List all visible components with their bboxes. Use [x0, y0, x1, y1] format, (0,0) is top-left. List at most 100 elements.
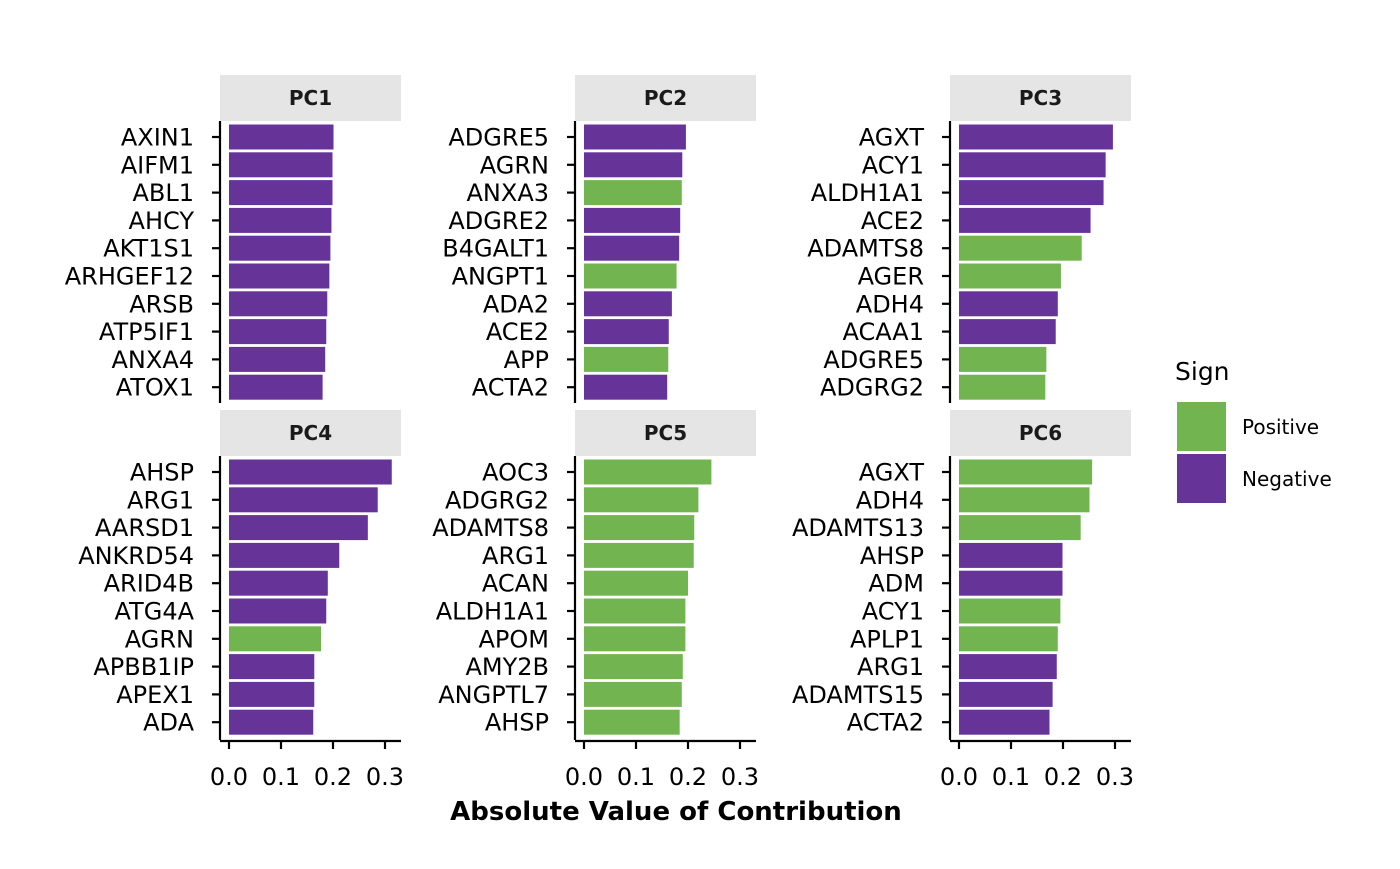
gene-label: ALDH1A1	[811, 179, 924, 207]
x-tick-label: 0.3	[1096, 763, 1134, 791]
gene-label: ACTA2	[847, 709, 924, 737]
bar-acy1	[959, 598, 1061, 624]
gene-label: ATP5IF1	[99, 318, 194, 346]
bar-ankrd54	[229, 542, 340, 568]
facet-strip-label: PC4	[289, 421, 332, 445]
gene-label: AGXT	[859, 124, 925, 152]
bar-atp5if1	[229, 319, 327, 345]
legend-label-positive: Positive	[1242, 415, 1319, 439]
bar-angptl7	[584, 681, 682, 707]
gene-label: APBB1IP	[93, 653, 194, 681]
gene-label: AGRN	[125, 625, 194, 653]
gene-label: ADAMTS8	[432, 514, 549, 542]
gene-label: AMY2B	[465, 653, 549, 681]
gene-label: AHCY	[129, 207, 195, 235]
gene-label: ARG1	[482, 542, 549, 570]
bar-agxt	[959, 459, 1093, 485]
bar-ahsp	[959, 542, 1063, 568]
bar-adm	[959, 570, 1063, 596]
facet-panel-pc3: PC3 AGXTACY1ALDH1A1ACE2ADAMTS8AGERADH4ACA…	[807, 75, 1131, 403]
gene-label: APP	[504, 346, 549, 374]
bar-acy1	[959, 152, 1106, 178]
gene-label: AGRN	[480, 151, 549, 179]
bar-ahsp	[584, 709, 680, 735]
bar-adgrg2	[584, 487, 699, 513]
gene-label: ANGPTL7	[438, 681, 549, 709]
bar-arsb	[229, 291, 328, 317]
gene-label: ADGRG2	[820, 374, 924, 402]
gene-label: ADGRE2	[448, 207, 549, 235]
bar-arhgef12	[229, 263, 330, 289]
bar-adamts8	[959, 235, 1082, 261]
bar-aplp1	[959, 626, 1058, 652]
bar-apex1	[229, 681, 315, 707]
bar-arid4b	[229, 570, 328, 596]
gene-label: AXIN1	[121, 124, 194, 152]
x-tick-label: 0.0	[210, 763, 248, 791]
bar-adgre2	[584, 207, 681, 233]
legend: Sign Positive Negative	[1175, 357, 1332, 503]
bar-apbb1ip	[229, 654, 315, 680]
bar-aoc3	[584, 459, 712, 485]
x-tick-label: 0.0	[565, 763, 603, 791]
gene-label: ANKRD54	[78, 542, 194, 570]
gene-label: ANXA4	[112, 346, 195, 374]
facet-strip	[220, 75, 401, 121]
gene-label: ACAA1	[842, 318, 924, 346]
facet-strip-label: PC6	[1019, 421, 1062, 445]
x-axis-title: Absolute Value of Contribution	[450, 797, 902, 827]
bar-anxa3	[584, 180, 682, 206]
facet-strip-label: PC5	[644, 421, 687, 445]
bar-adgre5	[959, 346, 1047, 372]
bar-angpt1	[584, 263, 677, 289]
bar-arg1	[584, 542, 694, 568]
facet-strip	[950, 410, 1131, 456]
bar-adamts13	[959, 515, 1081, 541]
bar-aifm1	[229, 152, 333, 178]
x-tick-label: 0.3	[721, 763, 759, 791]
bar-acan	[584, 570, 688, 596]
gene-label: ACTA2	[472, 374, 549, 402]
facet-strip	[575, 75, 756, 121]
x-tick-label: 0.0	[940, 763, 978, 791]
bar-ahsp	[229, 459, 392, 485]
x-tick-label: 0.2	[1044, 763, 1082, 791]
facet-strip-label: PC1	[289, 86, 332, 110]
gene-label: ADGRE5	[448, 124, 549, 152]
gene-label: ADM	[868, 570, 924, 598]
bar-b4galt1	[584, 235, 680, 261]
bar-arg1	[229, 487, 378, 513]
gene-label: APEX1	[116, 681, 194, 709]
bar-adamts8	[584, 515, 695, 541]
gene-label: AIFM1	[121, 151, 194, 179]
gene-label: AGER	[858, 263, 924, 291]
gene-label: ARG1	[857, 653, 924, 681]
bar-apom	[584, 626, 686, 652]
bar-aldh1a1	[584, 598, 686, 624]
facet-panel-pc2: PC2 ADGRE5AGRNANXA3ADGRE2B4GALT1ANGPT1ADA…	[442, 75, 756, 403]
bar-abl1	[229, 180, 333, 206]
gene-label: ATG4A	[115, 598, 195, 626]
facet-panel-pc6: PC6AGXTADH4ADAMTS13AHSPADMACY1APLP1ARG1A…	[792, 410, 1134, 791]
facet-strip-label: PC2	[644, 86, 687, 110]
bar-anxa4	[229, 346, 326, 372]
gene-label: ABL1	[132, 179, 194, 207]
bar-agrn	[584, 152, 683, 178]
gene-label: ADAMTS8	[807, 235, 924, 263]
bar-ace2	[584, 319, 669, 345]
gene-label: ANXA3	[467, 179, 550, 207]
bar-arg1	[959, 654, 1057, 680]
legend-label-negative: Negative	[1242, 467, 1332, 491]
bar-amy2b	[584, 654, 683, 680]
bar-ada	[229, 709, 314, 735]
gene-label: ARHGEF12	[65, 263, 194, 291]
gene-label: ADA2	[483, 290, 549, 318]
facet-panel-pc4: PC4AHSPARG1AARSD1ANKRD54ARID4BATG4AAGRNA…	[78, 410, 404, 791]
bar-adgre5	[584, 124, 686, 150]
bar-acta2	[959, 709, 1050, 735]
bar-axin1	[229, 124, 334, 150]
gene-label: ACAN	[482, 570, 549, 598]
gene-label: ADA	[143, 709, 194, 737]
bar-adgrg2	[959, 374, 1046, 400]
